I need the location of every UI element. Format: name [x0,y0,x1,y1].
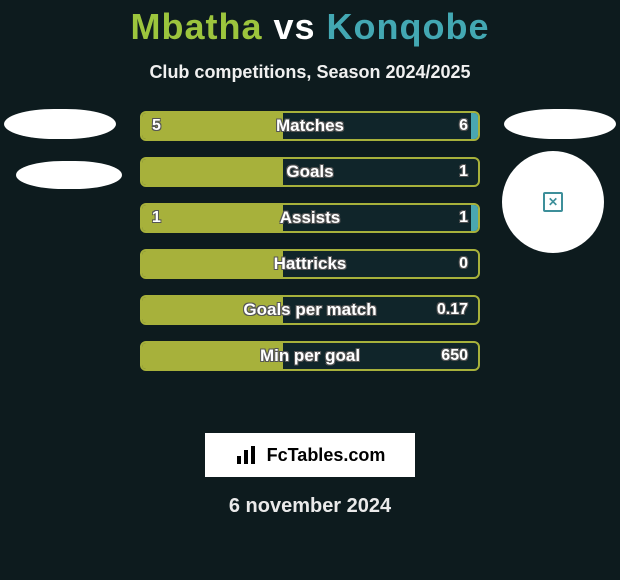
logo-text: FcTables.com [267,445,386,466]
fctables-logo: FcTables.com [205,433,415,477]
stat-value-right: 6 [459,113,468,139]
comparison-title: Mbatha vs Konqobe [0,0,620,48]
stat-bar-fill-right [471,113,478,139]
stat-bars-container: 56Matches1Goals11Assists0Hattricks0.17Go… [140,111,480,371]
player1-avatar-placeholder-1 [4,109,116,139]
stat-value-left: 5 [152,113,161,139]
stat-bar: 0.17Goals per match [140,295,480,325]
stat-bar-fill-left [142,205,283,231]
stat-bar-fill-left [142,113,283,139]
subtitle: Club competitions, Season 2024/2025 [0,62,620,83]
player2-avatar-placeholder-1 [504,109,616,139]
stat-bar: 1Goals [140,157,480,187]
stat-value-right: 0 [459,251,468,277]
stat-bar-fill-left [142,251,283,277]
stat-value-left: 1 [152,205,161,231]
comparison-stage: ✕ 56Matches1Goals11Assists0Hattricks0.17… [0,111,620,411]
stat-value-right: 0.17 [437,297,468,323]
bar-chart-icon [235,444,261,466]
player2-club-badge: ✕ [502,151,604,253]
stat-value-right: 1 [459,159,468,185]
stat-bar: 56Matches [140,111,480,141]
stat-bar: 0Hattricks [140,249,480,279]
date-label: 6 november 2024 [0,495,620,518]
vs-text: vs [273,6,315,47]
stat-value-right: 1 [459,205,468,231]
stat-bar-fill-left [142,159,283,185]
player2-name: Konqobe [327,6,490,47]
stat-bar: 650Min per goal [140,341,480,371]
stat-value-right: 650 [441,343,468,369]
club-badge-icon: ✕ [543,192,563,212]
stat-bar-fill-right [471,205,478,231]
stat-bar-fill-left [142,343,283,369]
stat-bar: 11Assists [140,203,480,233]
player1-avatar-placeholder-2 [16,161,122,189]
stat-bar-fill-left [142,297,283,323]
player1-name: Mbatha [130,6,262,47]
